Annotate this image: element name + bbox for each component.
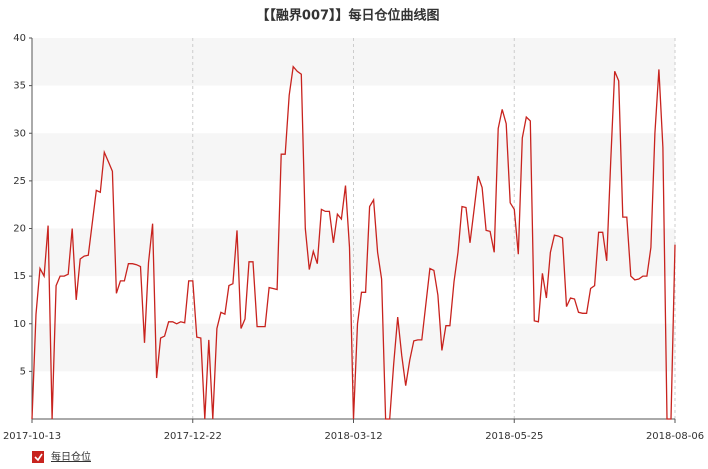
chart-title: 【【融界007】】每日仓位曲线图: [256, 8, 439, 24]
y-tick-label: 5: [20, 366, 26, 377]
line: [31, 65, 676, 420]
x-tick-label: 2018-05-25: [485, 431, 543, 442]
x-tick-label: 2017-10-13: [3, 431, 61, 442]
y-tick-label: 20: [13, 224, 26, 235]
legend-checkbox: [32, 451, 44, 463]
y-tick-label: 40: [13, 33, 26, 44]
y-tick-label: 35: [13, 81, 26, 92]
x-tick-label: 2017-12-22: [164, 431, 222, 442]
y-tick-label: 15: [13, 271, 26, 282]
legend-item[interactable]: 每日仓位: [32, 450, 91, 463]
x-tick-label: 2018-08-06: [646, 431, 704, 442]
y-tick-label: 30: [13, 128, 26, 139]
legend-check: [34, 453, 43, 462]
y-tick-label: 10: [13, 319, 26, 330]
x-tick-label: 2018-03-12: [324, 431, 382, 442]
y-tick-label: 25: [13, 176, 26, 187]
legend-label: 每日仓位: [51, 450, 91, 463]
